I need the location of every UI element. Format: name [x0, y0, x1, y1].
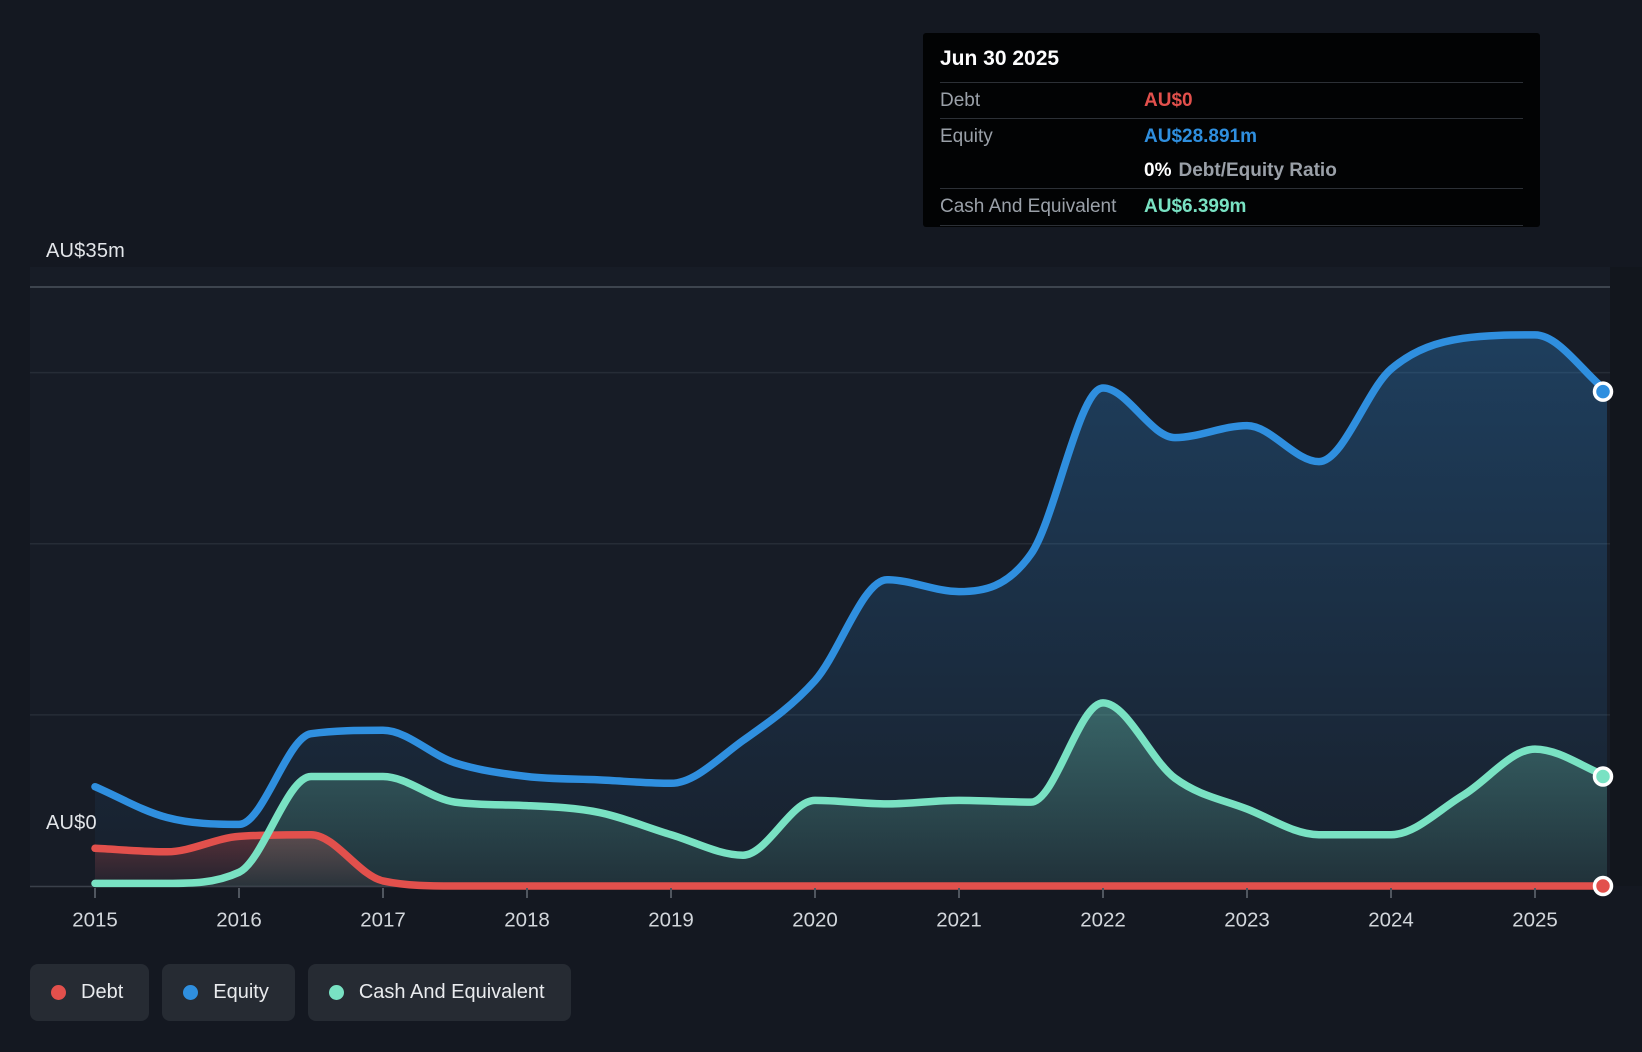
x-tick-label-2022: 2022 — [1080, 908, 1126, 931]
tooltip-cash-label: Cash And Equivalent — [940, 196, 1117, 217]
legend-equity-label: Equity — [213, 981, 269, 1003]
legend-debt-label: Debt — [81, 981, 124, 1003]
y-axis-max-label: AU$35m — [46, 240, 126, 262]
equity-area — [95, 334, 1607, 886]
x-tick-label-2015: 2015 — [72, 908, 118, 931]
x-tick-label-2017: 2017 — [360, 908, 406, 931]
equity-last-point-dot[interactable] — [1592, 381, 1614, 402]
tooltip-equity-value: AU$28.891m — [1144, 125, 1258, 147]
x-axis: 2015 2016 2017 2018 2019 2020 2021 2022 2023 2024… — [72, 888, 1558, 931]
series-lines — [91, 331, 1610, 890]
debt-last-point-dot[interactable] — [1592, 875, 1614, 897]
debt-line — [91, 830, 1610, 890]
x-tick-label-2016: 2016 — [216, 908, 262, 931]
tooltip-equity-label: Equity — [940, 125, 993, 147]
chart-tooltip: Jun 30 2025 Debt AU$0 Equity AU$28.891m … — [923, 33, 1540, 227]
tooltip-cash-value: AU$6.399m — [1144, 196, 1247, 217]
equity-series-dot-icon — [183, 985, 199, 1000]
x-tick-label-2019: 2019 — [648, 908, 694, 931]
legend-cash-label: Cash And Equivalent — [358, 981, 545, 1003]
series-areas — [95, 334, 1607, 886]
tooltip-ratio-label: Debt/Equity Ratio — [1178, 160, 1337, 181]
legend-item-equity[interactable]: Equity — [162, 964, 295, 1021]
tooltip-date: Jun 30 2025 — [940, 47, 1060, 70]
cash-line — [91, 699, 1610, 888]
cash-area — [95, 702, 1607, 886]
equity-line — [91, 331, 1610, 829]
tooltip-row-debt: Debt AU$0 — [940, 82, 1523, 118]
tooltip-row-cash: Cash And Equivalent AU$6.399m — [940, 188, 1523, 226]
tooltip-debt-value: AU$0 — [1144, 89, 1193, 111]
x-tick-label-2018: 2018 — [504, 908, 550, 931]
legend-item-cash[interactable]: Cash And Equivalent — [307, 964, 571, 1021]
y-axis-zero-label: AU$0 — [46, 812, 97, 834]
legend: Debt Equity Cash And Equivalent — [30, 964, 571, 1021]
x-tick-label-2020: 2020 — [792, 908, 838, 931]
plot-right-margin — [1610, 267, 1642, 886]
x-tick-label-2021: 2021 — [936, 908, 982, 931]
tooltip-row-equity: Equity AU$28.891m — [940, 118, 1523, 154]
tooltip-row-ratio: 0% Debt/Equity Ratio — [940, 154, 1523, 188]
legend-item-debt[interactable]: Debt — [30, 964, 150, 1021]
cash-last-point-dot[interactable] — [1592, 766, 1614, 787]
last-point-markers — [1592, 381, 1614, 897]
x-tick-label-2023: 2023 — [1224, 908, 1270, 931]
x-tick-label-2025: 2025 — [1512, 908, 1558, 931]
tooltip-debt-label: Debt — [940, 89, 981, 111]
cash-series-dot-icon — [328, 985, 344, 1000]
debt-series-dot-icon — [51, 985, 66, 1000]
tooltip-ratio-value: 0% — [1144, 160, 1172, 181]
x-tick-label-2024: 2024 — [1368, 908, 1414, 931]
